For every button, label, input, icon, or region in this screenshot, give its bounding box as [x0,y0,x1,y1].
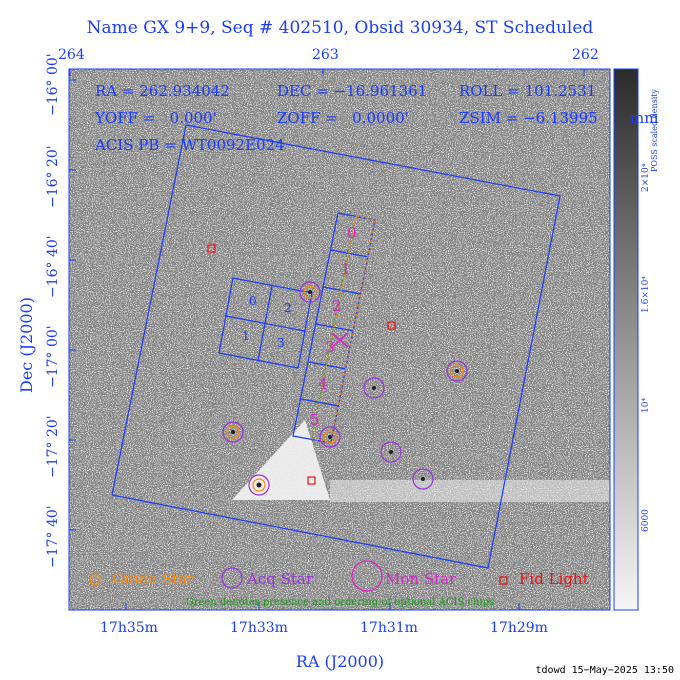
legend-mon-star: Mon Star [385,570,457,588]
colorbar-tick-4: 6000 [641,509,651,532]
acis-pb-value: ACIS PB = WT0092E024 [95,136,285,154]
left-tick-2: −16° 20' [45,145,61,208]
colorbar [613,68,639,611]
legend-fid-light: Fid Light [519,570,589,588]
left-tick-5: −17° 20' [45,415,61,478]
bottom-tick-1: 17h35m [100,620,158,636]
left-tick-6: −17° 40' [45,505,61,568]
aimpoint-marker [331,332,349,348]
y-axis-label: Dec (J2000) [17,297,36,393]
bottom-tick-2: 17h33m [230,620,288,636]
left-tick-3: −16° 40' [45,235,61,298]
top-tick-3: 262 [572,47,599,63]
colorbar-tick-3: 10⁴ [641,397,651,413]
legend-acq-star: Acq Star [247,570,314,588]
aciss-chip-0: 0 [347,224,357,242]
aciss-chip-1: 1 [341,260,351,278]
acis-i-array [218,277,313,369]
zsim-unit-clipped: mm [630,109,659,127]
yoff-value: YOFF = 0.000' [95,109,217,127]
top-tick-2: 263 [312,47,339,63]
star-dots [231,290,459,488]
legend-guide-star: Guide Star [112,570,195,588]
roll-value: ROLL = 101.2531 [459,82,597,100]
zoff-value: ZOFF = 0.0000' [277,109,409,127]
field-of-view-outline [111,124,561,569]
bottom-tick-4: 17h29m [490,620,548,636]
acq-stars [222,281,468,496]
colorbar-tick-1: 2×10⁴ [641,163,651,192]
colorbar-label: POSS scaled density [650,88,659,172]
aciss-chip-5: 5 [310,411,320,429]
page-title: Name GX 9+9, Seq # 402510, Obsid 30934, … [86,18,594,38]
colorbar-tick-2: 1.6×10⁴ [641,276,651,313]
guide-stars [226,285,464,492]
acisi-chip-0: 0 [249,294,257,308]
top-tick-1: 264 [58,47,85,63]
legend-symbols [89,560,508,592]
zsim-value: ZSIM = −6.13995 [459,109,598,127]
x-axis-label: RA (J2000) [295,652,385,671]
bottom-tick-3: 17h31m [360,620,418,636]
acisi-chip-1: 1 [242,329,250,343]
dec-value: DEC = −16.961361 [277,82,428,100]
aciss-chip-3: 3 [325,338,335,356]
ra-value: RA = 262.934042 [95,82,230,100]
acisi-chip-2: 2 [284,301,292,315]
axis-ticks [69,69,585,610]
optional-chip-line [311,249,349,440]
left-tick-1: −16° 00' [45,53,61,116]
aciss-chip-2: 2 [332,297,342,315]
acisi-chip-3: 3 [277,336,285,350]
fid-lights [207,244,396,485]
footer-timestamp: tdowd 15−May−2025 13:50 [535,665,674,676]
legend-note: Green denotes presence and ordering of o… [185,597,495,608]
plot-frame [68,68,611,611]
left-tick-4: −17° 00' [45,325,61,388]
aciss-chip-4: 4 [318,375,328,393]
